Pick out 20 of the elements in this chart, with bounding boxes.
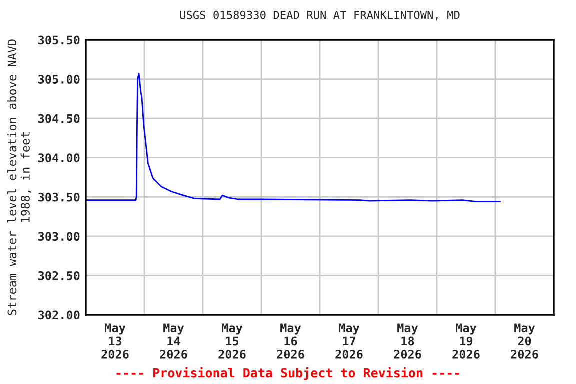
y-tick-label: 302.00: [38, 310, 80, 320]
y-tick-label: 302.50: [38, 271, 80, 280]
chart-title: USGS 01589330 DEAD RUN AT FRANKLINTOWN, MD: [180, 10, 460, 21]
y-tick-label: 305.00: [38, 75, 80, 84]
line-series: [86, 73, 502, 203]
text: ---- Provisional Data Subject to Revision ----: [116, 367, 460, 380]
x-tick-label: May 13 2026: [102, 324, 129, 359]
x-tick-label: May 20 2026: [511, 324, 538, 359]
y-tick-label: 303.50: [38, 192, 80, 202]
x-tick-label: May 15 2026: [218, 324, 246, 359]
y-tick-label: 303.00: [38, 232, 80, 242]
y-tick-label: 304.00: [38, 154, 80, 163]
x-tick-label: May 16 2026: [277, 324, 304, 359]
y-tick-label: 304.50: [38, 114, 80, 124]
x-tick-label: May 19 2026: [452, 324, 480, 359]
x-tick-label: May 17 2026: [336, 324, 363, 359]
x-tick-label: May 18 2026: [394, 324, 422, 359]
x-tick-label: May 14 2026: [160, 324, 188, 359]
y-axis-title: Stream water level elevation above NAVD 1988, in feet: [7, 40, 32, 316]
y-tick-label: 305.50: [38, 36, 80, 45]
